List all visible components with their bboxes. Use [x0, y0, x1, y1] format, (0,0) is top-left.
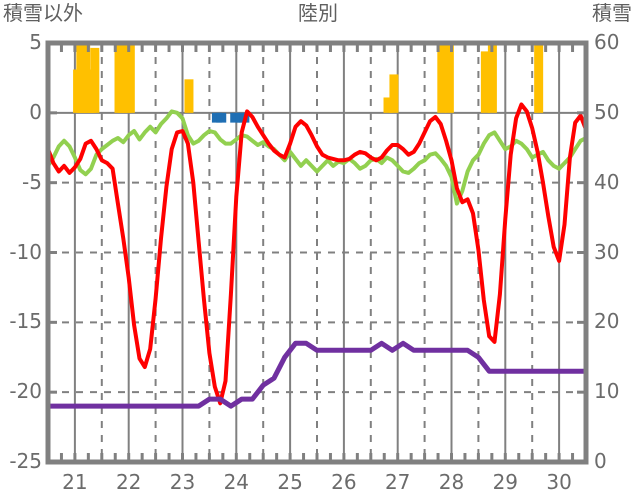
y-tick-label-right: 40 — [594, 169, 620, 194]
precipitation-bar-snow — [125, 43, 135, 113]
x-tick-label: 27 — [384, 470, 411, 494]
chart-title: 陸別 — [298, 1, 338, 25]
y-tick-label-left: -5 — [22, 169, 42, 194]
y-tick-label-right: 30 — [594, 239, 620, 264]
left-axis-title: 積雪以外 — [3, 1, 83, 25]
precipitation-bar-snow — [487, 43, 497, 113]
precipitation-bar-snow — [480, 51, 490, 113]
precipitation-bar-snow — [389, 74, 399, 113]
x-tick-label: 30 — [546, 470, 572, 494]
x-tick-label: 25 — [277, 470, 303, 494]
precipitation-bar-snow — [184, 79, 194, 113]
precipitation-bar-snow — [444, 43, 454, 113]
y-tick-label-left: 5 — [29, 30, 42, 54]
y-tick-label-left: -25 — [9, 449, 42, 473]
y-tick-label-right: 0 — [594, 449, 607, 473]
series-line-snow-depth — [45, 340, 589, 409]
x-tick-label: 22 — [115, 470, 142, 494]
precipitation-bar-snow — [383, 97, 393, 113]
precipitation-bar-snow — [437, 43, 447, 113]
series-line-dewpoint — [46, 109, 588, 206]
precipitation-bar-rain — [230, 112, 241, 123]
precipitation-bar-snow — [117, 63, 127, 113]
precipitation-bar-rain — [216, 112, 227, 123]
right-axis-title: 積雪 — [592, 1, 632, 25]
y-tick-label-left: 0 — [29, 99, 42, 124]
x-tick-label: 24 — [223, 470, 250, 494]
y-tick-label-right: 60 — [594, 30, 620, 54]
y-tick-label-right: 20 — [594, 309, 620, 334]
y-tick-label-left: -15 — [9, 309, 42, 334]
y-tick-label-left: -10 — [9, 239, 42, 264]
precipitation-bar-snow — [534, 43, 544, 113]
x-tick-label: 23 — [169, 470, 196, 494]
x-tick-label: 21 — [62, 470, 88, 494]
x-tick-label: 29 — [492, 470, 519, 494]
series-line-temperature — [46, 102, 588, 406]
y-tick-label-left: -20 — [9, 379, 42, 404]
x-tick-label: 28 — [438, 470, 465, 494]
y-tick-label-right: 50 — [594, 99, 620, 124]
y-tick-label-right: 10 — [594, 379, 620, 404]
precipitation-bar-snow — [90, 47, 100, 113]
x-tick-label: 26 — [331, 470, 357, 494]
